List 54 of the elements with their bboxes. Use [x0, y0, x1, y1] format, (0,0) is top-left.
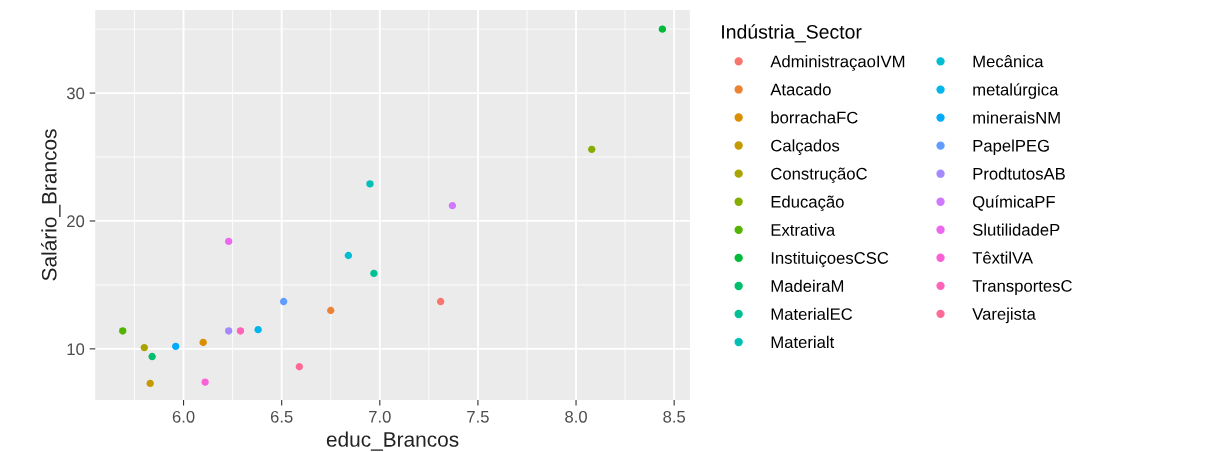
legend-label: Materialt — [771, 335, 835, 349]
point — [588, 145, 596, 154]
legend-label: Atacado — [770, 83, 831, 96]
legend-label: MadeiraM — [771, 279, 844, 292]
point — [172, 342, 180, 350]
point — [448, 201, 457, 210]
legend-label: ConstruçãoC — [771, 167, 867, 183]
point — [119, 327, 127, 335]
point — [146, 379, 154, 388]
legend-label: MaterialEC — [771, 307, 853, 321]
point — [344, 251, 353, 260]
point — [140, 343, 148, 352]
legend-label: Mecânica — [973, 55, 1044, 68]
y-tick-label: 30 — [66, 87, 85, 100]
point — [201, 378, 209, 386]
legend-title: Indústria_Sector — [722, 24, 862, 43]
legend-label: TêxtilVA — [972, 251, 1033, 264]
point — [225, 327, 233, 335]
legend-label: SlutilidadeP — [972, 223, 1060, 236]
point — [658, 25, 667, 33]
legend-label: borrachaFC — [771, 111, 858, 124]
x-tick-label: 8.5 — [663, 410, 686, 423]
legend-label: AdministraçaoIVM — [770, 55, 905, 71]
legend-label: InstituiçoesCSC — [771, 251, 889, 268]
point — [366, 180, 374, 188]
legend-label: mineraisNM — [973, 111, 1060, 124]
legend-label: Educação — [771, 195, 844, 212]
legend-label: ProdtutosAB — [973, 167, 1065, 180]
y-tick-label: 10 — [67, 343, 85, 356]
legend-label: QuímicaPF — [973, 195, 1055, 211]
point — [236, 327, 245, 335]
point — [279, 297, 288, 306]
legend-label: metalúrgica — [973, 83, 1059, 99]
point — [436, 297, 445, 306]
point — [225, 237, 233, 246]
y-axis-title: Salário_Brancos — [41, 129, 61, 281]
legend-label: PapelPEG — [973, 139, 1049, 155]
point — [370, 269, 378, 278]
x-tick-label: 6.5 — [270, 410, 293, 423]
point — [295, 363, 304, 371]
point — [254, 326, 262, 334]
legend-label: TransportesC — [972, 280, 1072, 296]
legend-label: Varejista — [972, 307, 1036, 324]
x-tick-label: 7.0 — [369, 410, 391, 423]
legend-label: Calçados — [771, 139, 840, 155]
x-axis-title: educ_Brancos — [326, 431, 459, 451]
y-tick-label: 20 — [67, 215, 85, 228]
x-tick-label: 7.5 — [467, 411, 489, 423]
legend-label: Extrativa — [771, 223, 836, 236]
point — [199, 338, 207, 347]
point — [148, 352, 156, 361]
x-tick-label: 8.0 — [565, 410, 587, 423]
x-tick-label: 6.0 — [172, 410, 195, 423]
point — [327, 306, 335, 315]
